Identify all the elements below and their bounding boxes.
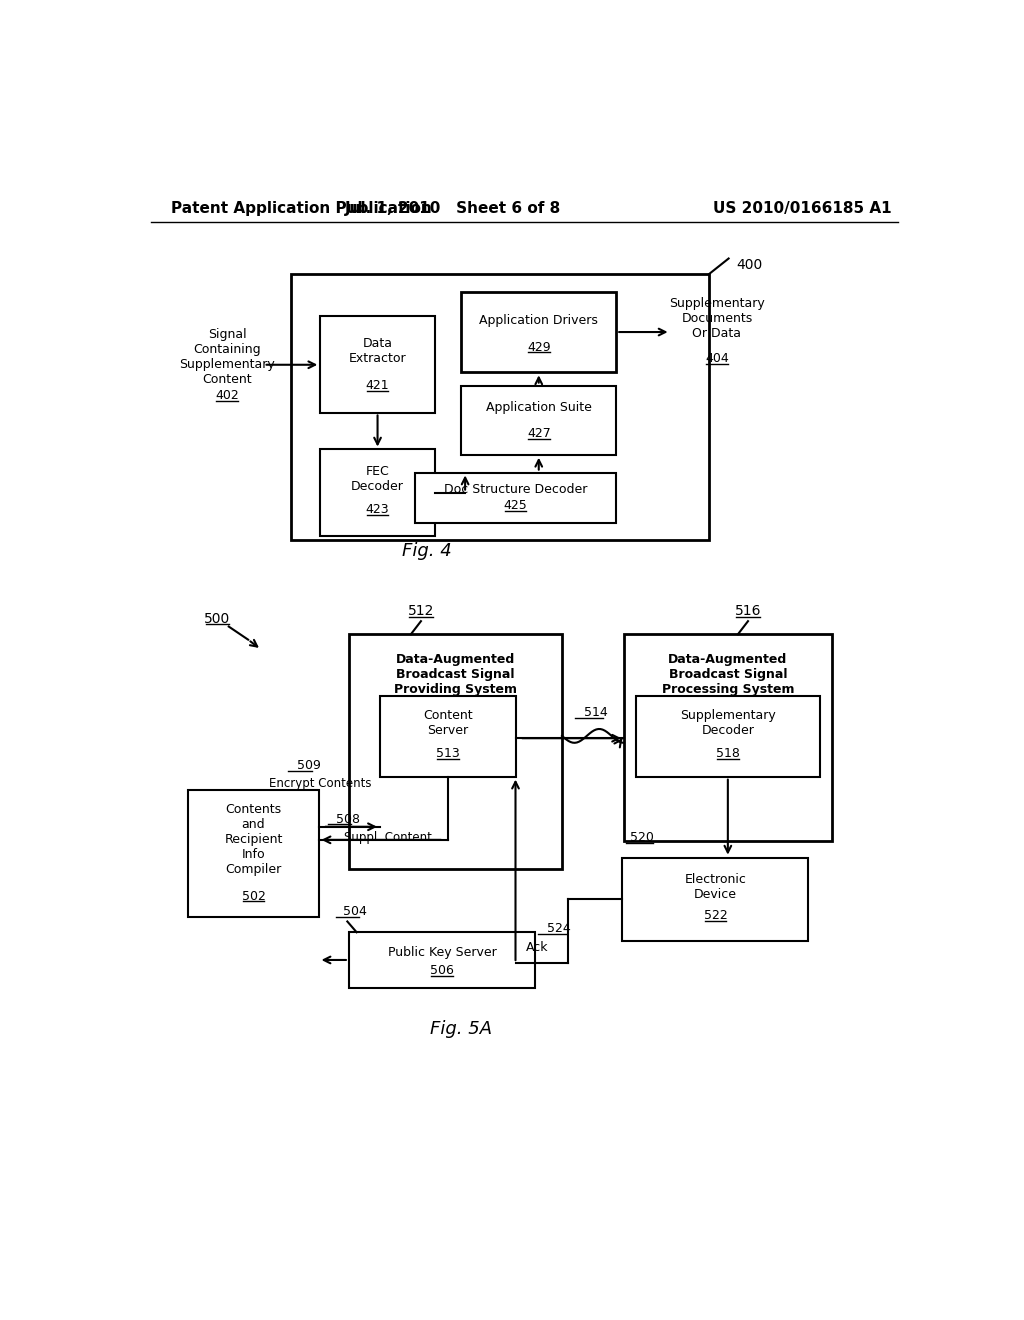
Text: Ack: Ack: [526, 941, 549, 954]
Text: 516: 516: [735, 605, 761, 618]
Text: 402: 402: [215, 389, 239, 403]
FancyBboxPatch shape: [415, 473, 616, 523]
Text: 404: 404: [706, 352, 729, 366]
Text: 514: 514: [584, 706, 607, 719]
Text: 506: 506: [430, 964, 454, 977]
FancyBboxPatch shape: [380, 696, 515, 776]
FancyBboxPatch shape: [188, 789, 318, 917]
Text: Application Suite: Application Suite: [485, 400, 592, 413]
Text: Electronic
Device: Electronic Device: [684, 873, 746, 900]
Text: 518: 518: [716, 747, 739, 760]
Text: 500: 500: [204, 612, 230, 626]
Text: Data-Augmented
Broadcast Signal
Processing System: Data-Augmented Broadcast Signal Processi…: [662, 653, 794, 696]
Text: 522: 522: [703, 908, 727, 921]
FancyBboxPatch shape: [624, 635, 831, 841]
FancyBboxPatch shape: [349, 635, 562, 869]
Text: 502: 502: [242, 890, 265, 903]
Text: Patent Application Publication: Patent Application Publication: [171, 201, 431, 216]
Text: Suppl. Content: Suppl. Content: [344, 832, 431, 843]
FancyBboxPatch shape: [461, 292, 616, 372]
Text: 504: 504: [343, 906, 368, 917]
Text: Content
Server: Content Server: [423, 709, 472, 737]
Text: 421: 421: [366, 379, 389, 392]
FancyBboxPatch shape: [291, 275, 710, 540]
Text: Public Key Server: Public Key Server: [387, 945, 497, 958]
Text: Application Drivers: Application Drivers: [479, 314, 598, 327]
Text: 425: 425: [504, 499, 527, 512]
Text: Fig. 4: Fig. 4: [401, 543, 452, 560]
FancyBboxPatch shape: [461, 385, 616, 455]
Text: 429: 429: [527, 341, 551, 354]
Text: Signal
Containing
Supplementary
Content: Signal Containing Supplementary Content: [179, 329, 275, 385]
Text: 508: 508: [336, 813, 359, 825]
Text: Data
Extractor: Data Extractor: [349, 337, 407, 364]
Text: Contents
and
Recipient
Info
Compiler: Contents and Recipient Info Compiler: [224, 804, 283, 876]
FancyBboxPatch shape: [636, 696, 820, 776]
Text: Jul. 1, 2010   Sheet 6 of 8: Jul. 1, 2010 Sheet 6 of 8: [345, 201, 561, 216]
Text: 512: 512: [408, 605, 434, 618]
Text: US 2010/0166185 A1: US 2010/0166185 A1: [713, 201, 892, 216]
Text: Data-Augmented
Broadcast Signal
Providing System: Data-Augmented Broadcast Signal Providin…: [394, 653, 517, 696]
Text: Fig. 5A: Fig. 5A: [430, 1019, 493, 1038]
Text: Doc Structure Decoder: Doc Structure Decoder: [443, 483, 587, 496]
Text: 423: 423: [366, 503, 389, 516]
Text: 513: 513: [436, 747, 460, 760]
Text: Supplementary
Decoder: Supplementary Decoder: [680, 709, 776, 737]
Text: Supplementary
Documents
Or Data: Supplementary Documents Or Data: [669, 297, 765, 339]
FancyBboxPatch shape: [623, 858, 809, 941]
FancyBboxPatch shape: [321, 449, 435, 536]
FancyBboxPatch shape: [349, 932, 535, 987]
Text: 524: 524: [547, 921, 570, 935]
Text: 509: 509: [297, 759, 321, 772]
Text: FEC
Decoder: FEC Decoder: [351, 465, 404, 492]
Text: 520: 520: [630, 832, 654, 843]
Text: Encrypt Contents: Encrypt Contents: [269, 777, 372, 791]
FancyBboxPatch shape: [321, 317, 435, 412]
Text: 400: 400: [736, 257, 763, 272]
Text: 427: 427: [527, 426, 551, 440]
